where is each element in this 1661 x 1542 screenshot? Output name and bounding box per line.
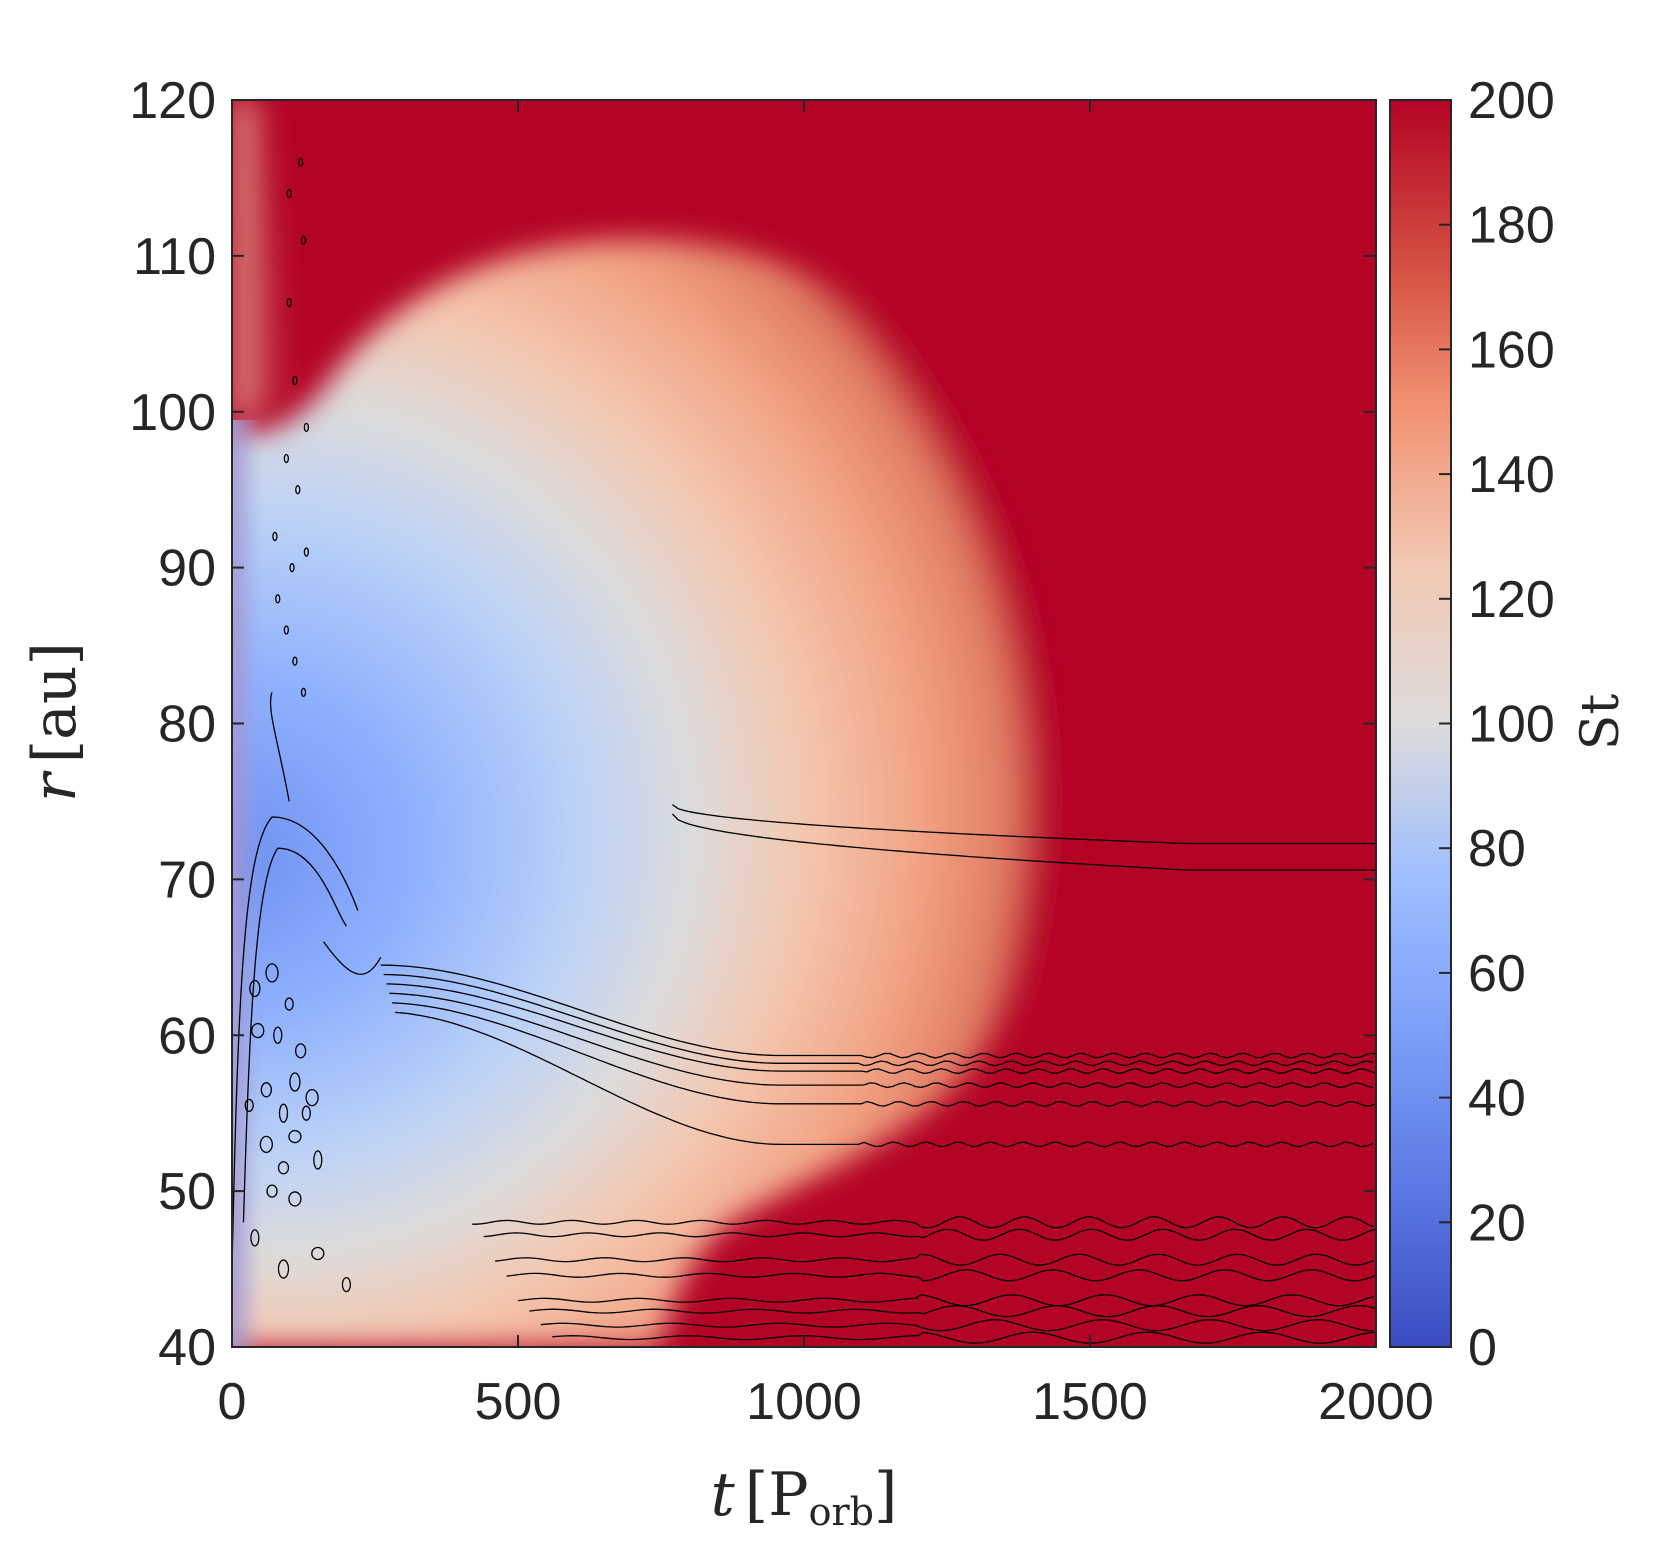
heatmap-field	[232, 100, 1376, 1347]
contour-line	[495, 1253, 1374, 1266]
contour-blob	[284, 997, 294, 1011]
y-axis-label: r[au]	[20, 642, 90, 802]
x-tick-label: 2000	[1318, 1373, 1434, 1431]
contour-line	[242, 847, 347, 1223]
contour-blob	[283, 625, 289, 635]
x-tick-label: 500	[475, 1373, 562, 1431]
contour-line	[389, 992, 1374, 1089]
contour-blob	[283, 453, 289, 464]
contour-blob	[292, 656, 298, 666]
contour-blob	[311, 1246, 325, 1261]
y-axis: 40 50 60 70 80 90 100 110 120	[129, 72, 1376, 1377]
colorbar-tick-label: 100	[1468, 696, 1555, 754]
colorbar-ticks: 0 20 40 60 80 100 120 140 160 180 200	[1439, 72, 1555, 1377]
contour-line	[529, 1305, 1376, 1318]
contour-blob	[272, 531, 278, 542]
x-tick-label: 1000	[746, 1373, 862, 1431]
unsaturated-region	[232, 239, 1071, 1347]
contour-blob	[277, 1259, 290, 1279]
contour-blob	[244, 1098, 254, 1113]
contour-blob	[259, 1135, 273, 1154]
colorbar-tick-label: 80	[1468, 820, 1526, 878]
contour-blob	[278, 1103, 289, 1123]
contour-blob	[305, 1088, 319, 1107]
contour-blob	[300, 235, 307, 245]
contour-line	[392, 1002, 1376, 1107]
contour-blob	[292, 375, 298, 386]
contour-lines	[232, 157, 1376, 1344]
y-tick-label: 120	[129, 72, 216, 130]
contour-line	[506, 1269, 1376, 1282]
contour-blob	[289, 562, 295, 573]
contour-blob	[277, 1161, 290, 1175]
y-tick-label: 80	[158, 696, 216, 754]
contour-line	[380, 964, 1376, 1059]
colorbar-tick-label: 0	[1468, 1319, 1497, 1377]
contour-blob	[251, 1022, 265, 1039]
contour-blob	[301, 1105, 312, 1121]
contour-line	[322, 941, 382, 975]
contour-blob	[300, 687, 307, 697]
contour-blob	[341, 1277, 352, 1293]
y-tick-label: 90	[158, 540, 216, 598]
y-tick-label: 70	[158, 851, 216, 909]
contour-line	[269, 692, 290, 802]
y-tick-label: 110	[133, 228, 216, 286]
x-tick-label: 1500	[1032, 1373, 1148, 1431]
contour-blob	[286, 188, 292, 199]
contour-line	[232, 816, 359, 1270]
contour-line	[672, 804, 1376, 845]
contour-line	[671, 813, 1376, 871]
contour-line	[483, 1228, 1376, 1241]
colorbar-tick-label: 120	[1468, 571, 1555, 629]
contour-blob	[260, 1082, 272, 1098]
contour-line	[472, 1216, 1374, 1229]
contour-line	[394, 1011, 1374, 1148]
colorbar-label: St	[1571, 694, 1631, 751]
contour-blob	[266, 1184, 278, 1198]
contour-blob	[294, 1043, 307, 1059]
contour-line	[383, 973, 1374, 1067]
colorbar-tick-label: 40	[1468, 1070, 1526, 1128]
colorbar-tick-label: 200	[1468, 72, 1555, 130]
contour-line	[540, 1319, 1374, 1332]
contour-blob	[289, 1072, 301, 1092]
colorbar-tick-label: 20	[1468, 1194, 1526, 1252]
colorbar-tick-label: 60	[1468, 945, 1526, 1003]
contour-line	[517, 1294, 1374, 1307]
contour-blob	[249, 979, 261, 998]
y-tick-label: 60	[158, 1007, 216, 1065]
colorbar-tick-label: 140	[1468, 446, 1555, 504]
contour-blob	[297, 157, 304, 168]
y-tick-label: 50	[158, 1163, 216, 1221]
contour-blob	[288, 1129, 302, 1144]
contour-blob	[275, 594, 281, 604]
colorbar-tick-label: 160	[1468, 321, 1555, 379]
contour-blob	[273, 1026, 283, 1044]
early-strip	[232, 100, 300, 420]
contour-blob	[288, 1191, 302, 1207]
contour-line	[552, 1331, 1376, 1344]
x-axis: 0 500 1000 1500 2000	[218, 100, 1434, 1431]
left-edge-strip	[232, 420, 262, 1347]
contour-blob	[303, 422, 310, 432]
y-tick-label: 40	[158, 1319, 216, 1377]
contour-blob	[295, 485, 301, 495]
x-tick-label: 0	[218, 1373, 247, 1431]
contour-blob	[313, 1150, 323, 1170]
colorbar-tick-label: 180	[1468, 197, 1555, 255]
contour-blob	[250, 1229, 260, 1247]
y-tick-label: 100	[129, 384, 216, 442]
x-axis-label: t [Porb]	[711, 1460, 898, 1534]
contour-blob	[265, 963, 279, 983]
contour-blob	[286, 297, 292, 308]
contour-line	[386, 983, 1376, 1075]
contour-blob	[303, 547, 310, 557]
